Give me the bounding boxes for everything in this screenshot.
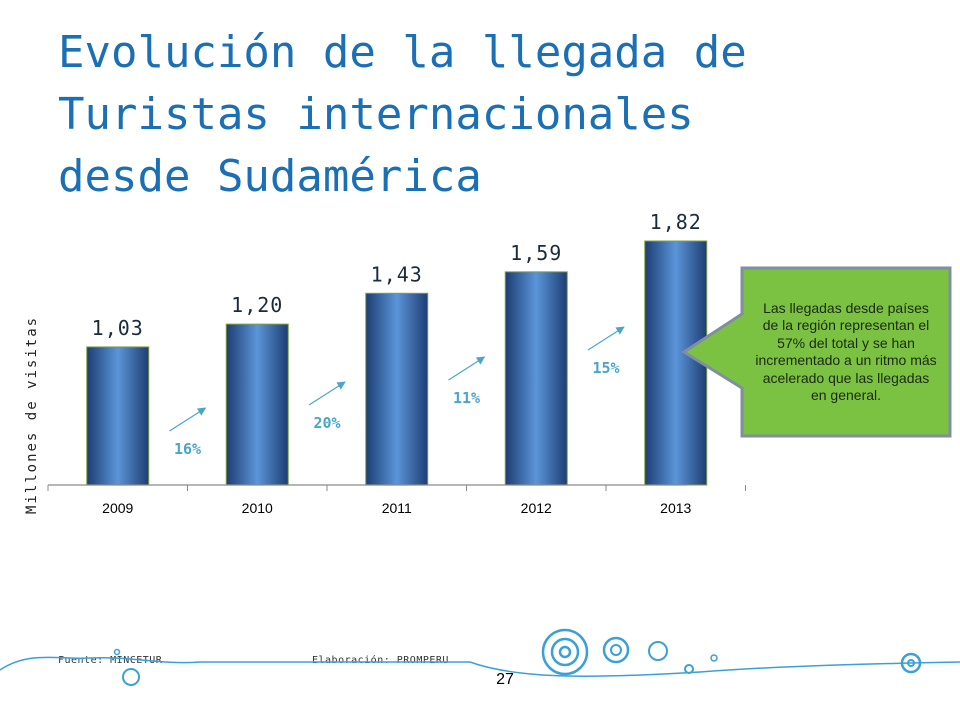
swirl-icon xyxy=(602,636,630,664)
data-label-2011: 1,43 xyxy=(371,262,423,286)
x-tick-label-2011: 2011 xyxy=(382,500,412,516)
growth-arrow-icon xyxy=(587,326,625,351)
title-line-2: Turistas internacionales xyxy=(58,89,694,140)
x-tick-label-2012: 2012 xyxy=(521,500,552,516)
page-number: 27 xyxy=(496,671,514,688)
callout-arrow-shape xyxy=(681,266,952,438)
swirl-icon xyxy=(648,641,668,661)
bar-2009 xyxy=(86,346,150,486)
growth-arrow-icon xyxy=(308,381,346,406)
title-line-3: desde Sudamérica xyxy=(58,151,482,202)
growth-label: 20% xyxy=(313,414,340,432)
growth-label: 15% xyxy=(592,359,619,377)
swirl-icon xyxy=(113,648,121,656)
bar-2010 xyxy=(225,323,289,486)
growth-arrow-icon xyxy=(169,407,207,432)
bar-2013 xyxy=(644,240,708,486)
swirl-icon xyxy=(684,664,694,674)
bar-2012 xyxy=(504,271,568,486)
bar-chart: 1,03 2009 1,20 2010 1,43 2011 1,59 2012 1,82 2013… xyxy=(24,210,952,516)
x-tick-label-2010: 2010 xyxy=(242,500,273,516)
swirl-icon xyxy=(907,659,915,667)
swirl-icon xyxy=(122,668,140,686)
title-line-1: Evolución de la llegada de xyxy=(58,27,747,78)
wave-line-right xyxy=(469,661,960,677)
data-label-2009: 1,03 xyxy=(92,316,144,340)
growth-label: 11% xyxy=(453,389,480,407)
data-label-2010: 1,20 xyxy=(231,293,283,317)
callout-text: Las llegadas desde países de la región r… xyxy=(755,299,937,404)
data-label-2013: 1,82 xyxy=(650,210,702,234)
swirl-icon xyxy=(610,644,622,656)
growth-label: 16% xyxy=(174,440,201,458)
made-by-note: Elaboración: PROMPERU xyxy=(312,655,449,666)
x-tick-label-2009: 2009 xyxy=(102,500,133,516)
swirl-icon xyxy=(550,637,580,667)
y-axis-label: Millones de visitas xyxy=(24,316,40,514)
decorative-wave-border xyxy=(0,628,960,686)
growth-arrow-icon xyxy=(448,356,486,381)
bar-2011 xyxy=(365,292,429,486)
swirl-icon xyxy=(541,628,589,676)
source-note: Fuente: MINCETUR xyxy=(58,655,163,666)
swirl-icon xyxy=(710,654,718,662)
slide-title: Evolución de la llegada de Turistas inte… xyxy=(58,22,938,208)
swirl-icon xyxy=(900,652,922,674)
wave-line xyxy=(0,656,470,671)
swirl-icon xyxy=(558,645,572,659)
data-label-2012: 1,59 xyxy=(510,241,562,265)
x-tick-label-2013: 2013 xyxy=(660,500,691,516)
